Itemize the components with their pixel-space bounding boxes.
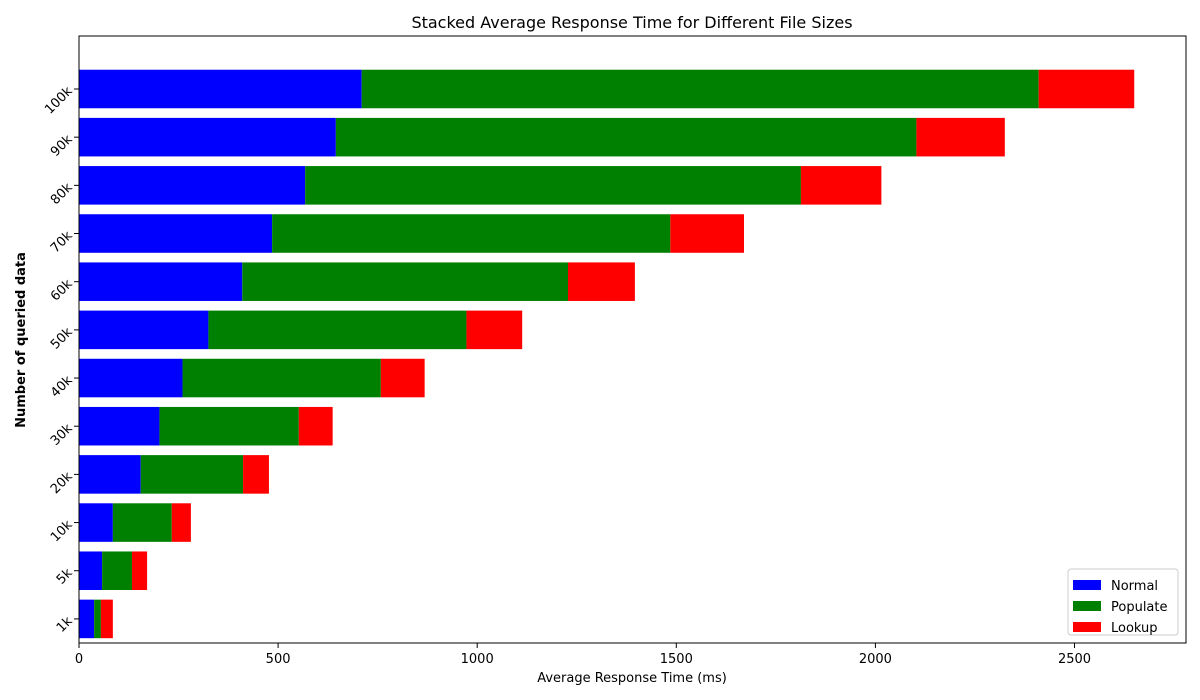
legend-swatch-populate <box>1073 601 1101 611</box>
bar-lookup-100k <box>1038 69 1135 109</box>
x-tick-label-2500: 2500 <box>1058 652 1091 667</box>
x-tick-label-1000: 1000 <box>461 652 494 667</box>
bar-lookup-90k <box>916 117 1005 157</box>
bar-populate-90k <box>335 117 917 157</box>
y-tick-label-90k: 90k <box>48 132 76 160</box>
bar-normal-30k <box>79 406 160 446</box>
bar-normal-10k <box>79 503 113 542</box>
bar-lookup-40k <box>380 358 425 398</box>
bar-lookup-60k <box>567 262 635 301</box>
legend-label-normal: Normal <box>1111 579 1158 594</box>
bar-populate-10k <box>112 503 172 542</box>
bar-populate-30k <box>159 406 299 446</box>
y-tick-label-40k: 40k <box>48 373 76 401</box>
bar-normal-70k <box>79 214 273 253</box>
y-tick-label-70k: 70k <box>48 228 76 256</box>
chart-title: Stacked Average Response Time for Differ… <box>411 13 852 32</box>
bar-normal-80k <box>79 166 306 205</box>
x-tick-label-2000: 2000 <box>859 652 892 667</box>
bar-lookup-50k <box>466 310 523 350</box>
x-tick-label-0: 0 <box>75 652 83 667</box>
y-tick-label-10k: 10k <box>48 517 76 545</box>
legend: Normal Populate Lookup <box>1067 568 1179 636</box>
bar-normal-50k <box>79 310 209 350</box>
plot-frame <box>78 35 1187 644</box>
bar-normal-1k <box>79 599 95 639</box>
x-axis-label: Average Response Time (ms) <box>537 671 727 686</box>
bar-normal-90k <box>79 117 336 157</box>
legend-swatch-normal <box>1073 580 1101 590</box>
bar-lookup-80k <box>800 166 882 205</box>
bar-lookup-70k <box>670 214 744 253</box>
y-tick-label-80k: 80k <box>48 180 76 208</box>
x-tick-label-1500: 1500 <box>660 652 693 667</box>
bar-normal-20k <box>79 455 141 494</box>
legend-label-lookup: Lookup <box>1111 621 1158 636</box>
y-tick-label-20k: 20k <box>48 469 76 497</box>
bar-lookup-30k <box>298 406 333 446</box>
x-tick-label-500: 500 <box>266 652 291 667</box>
bar-lookup-20k <box>243 455 269 494</box>
bar-lookup-1k <box>100 599 113 639</box>
y-tick-label-100k: 100k <box>42 84 76 118</box>
bar-populate-50k <box>208 310 467 350</box>
bar-normal-5k <box>79 551 103 591</box>
plot-area <box>79 69 1135 639</box>
y-tick-label-1k: 1k <box>54 614 76 636</box>
legend-swatch-lookup <box>1073 622 1101 632</box>
bar-normal-60k <box>79 262 243 301</box>
bar-populate-80k <box>305 166 801 205</box>
y-tick-label-60k: 60k <box>48 276 76 304</box>
bar-lookup-10k <box>171 503 191 542</box>
bar-populate-40k <box>182 358 381 398</box>
bar-populate-60k <box>242 262 568 301</box>
bar-populate-70k <box>272 214 671 253</box>
bar-populate-5k <box>102 551 132 591</box>
bar-lookup-5k <box>131 551 148 591</box>
bar-populate-100k <box>361 69 1039 109</box>
y-axis-label: Number of queried data <box>14 252 29 428</box>
bar-normal-100k <box>79 69 362 109</box>
y-tick-label-5k: 5k <box>54 565 76 587</box>
y-tick-label-30k: 30k <box>48 421 76 449</box>
y-tick-label-50k: 50k <box>48 325 76 353</box>
y-axis: 1k 5k 10k 20k 30k 40k 50k 60k 70k 80k 90k 100k <box>42 84 79 636</box>
bar-populate-20k <box>140 455 244 494</box>
bar-populate-1k <box>94 599 101 639</box>
bar-normal-40k <box>79 358 183 398</box>
legend-label-populate: Populate <box>1111 600 1168 615</box>
x-axis: 0 500 1000 1500 2000 2500 <box>75 643 1091 667</box>
